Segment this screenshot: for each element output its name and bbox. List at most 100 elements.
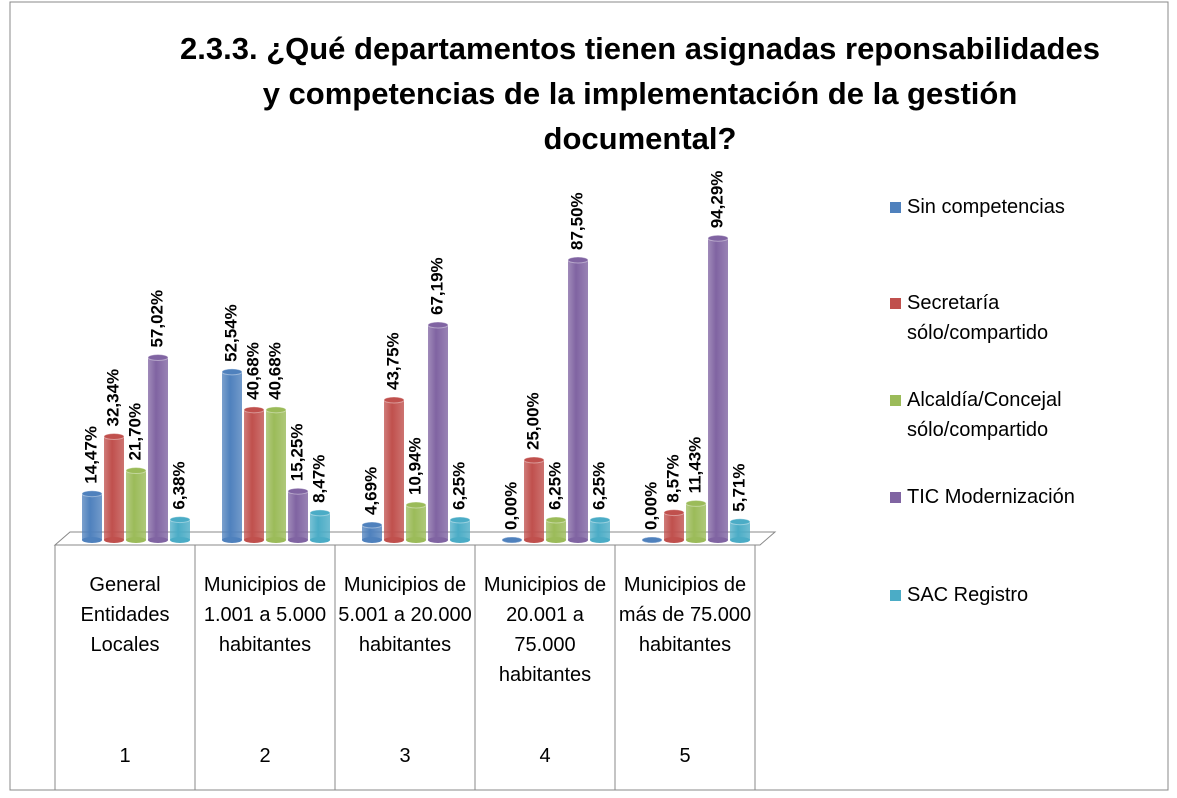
bar-base — [730, 537, 750, 543]
bar-base — [82, 537, 102, 543]
bar-base — [126, 537, 146, 543]
bar-cap — [361, 521, 383, 529]
bar-cap — [707, 234, 729, 242]
x-tick-label: Municipios de 20.001 a 75.000 habitantes — [483, 574, 607, 686]
legend-item: Alcaldía/Concejal sólo/compartido — [890, 385, 1140, 445]
bar — [546, 520, 566, 540]
bar — [126, 470, 146, 540]
bar-cap — [81, 490, 103, 498]
data-label: 11,43% — [685, 437, 704, 494]
bar — [244, 409, 264, 540]
bar — [730, 521, 750, 540]
bar — [310, 512, 330, 540]
bar-cap — [449, 516, 471, 524]
bar — [170, 519, 190, 540]
legend-label: SAC Registro — [907, 584, 1029, 606]
bar — [568, 260, 588, 540]
data-label: 8,57% — [663, 454, 682, 502]
data-label: 57,02% — [147, 290, 166, 348]
bar-cap — [405, 501, 427, 509]
bar-cap — [103, 433, 125, 441]
data-label: 67,19% — [427, 257, 446, 315]
bar — [288, 491, 308, 540]
data-label: 0,00% — [501, 482, 520, 530]
bar-cap — [663, 509, 685, 517]
bar-base — [104, 537, 124, 543]
legend-swatch — [890, 395, 901, 406]
bar-base — [568, 537, 588, 543]
bar — [708, 238, 728, 540]
bar — [82, 493, 102, 540]
bar-base — [384, 537, 404, 543]
bar-cap — [309, 509, 331, 517]
bar-cap — [523, 456, 545, 464]
bar — [590, 520, 610, 540]
bar-base — [266, 537, 286, 543]
data-label: 6,25% — [589, 462, 608, 510]
x-tick-label: 4 — [539, 745, 551, 767]
legend-swatch — [890, 492, 901, 503]
x-tick-label: 3 — [399, 745, 411, 767]
data-label: 6,38% — [169, 461, 188, 509]
bar — [362, 524, 382, 540]
bar — [266, 409, 286, 540]
x-tick-label: General Entidades Locales — [80, 574, 170, 656]
legend-item: TIC Modernización — [890, 482, 1140, 512]
x-tick-label: Municipios de 1.001 a 5.000 habitantes — [203, 574, 327, 656]
data-label: 10,94% — [405, 437, 424, 495]
bar-cap — [501, 536, 523, 544]
bar-base — [244, 537, 264, 543]
data-label: 40,68% — [265, 342, 284, 400]
bar — [148, 357, 168, 540]
bar-cap — [125, 467, 147, 475]
data-label: 4,69% — [361, 467, 380, 515]
data-label: 40,68% — [243, 342, 262, 400]
data-label: 6,25% — [449, 462, 468, 510]
legend-item: Sin competencias — [890, 192, 1140, 222]
x-tick-label: 5 — [679, 745, 691, 767]
bar — [428, 324, 448, 540]
data-label: 32,34% — [103, 369, 122, 427]
bar-cap — [169, 516, 191, 524]
bar-base — [524, 537, 544, 543]
bar — [686, 503, 706, 540]
legend-swatch — [890, 298, 901, 309]
bar-cap — [685, 499, 707, 507]
bar — [450, 520, 470, 540]
data-label: 14,47% — [81, 426, 100, 484]
x-tick-label: Municipios de 5.001 a 20.000 habitantes — [338, 574, 472, 656]
bar-cap — [589, 516, 611, 524]
bar-base — [406, 537, 426, 543]
bar-cap — [567, 256, 589, 264]
bar-cap — [243, 406, 265, 414]
bar-base — [708, 537, 728, 543]
data-label: 8,47% — [309, 455, 328, 503]
bar — [104, 436, 124, 540]
bar — [524, 460, 544, 540]
data-label: 94,29% — [707, 171, 726, 229]
data-label: 0,00% — [641, 482, 660, 530]
data-label: 52,54% — [221, 304, 240, 362]
data-label: 5,71% — [729, 464, 748, 512]
data-label: 6,25% — [545, 462, 564, 510]
chart-title: 2.3.3. ¿Qué departamentos tienen asignad… — [180, 31, 1100, 156]
bar-cap — [545, 516, 567, 524]
bar-cap — [221, 368, 243, 376]
bar-base — [590, 537, 610, 543]
bar — [222, 371, 242, 540]
bar-cap — [383, 396, 405, 404]
bar — [664, 512, 684, 540]
data-label: 21,70% — [125, 403, 144, 461]
bar-base — [450, 537, 470, 543]
bar — [384, 400, 404, 540]
bar-base — [222, 537, 242, 543]
bar-base — [170, 537, 190, 543]
x-tick-label: 1 — [119, 745, 131, 767]
data-label: 15,25% — [287, 424, 306, 482]
legend-label: Alcaldía/Concejal sólo/compartido — [907, 389, 1062, 441]
bar-cap — [729, 518, 751, 526]
x-tick-label: Municipios de más de 75.000 habitantes — [618, 574, 752, 656]
legend-label: Sin competencias — [907, 196, 1065, 218]
